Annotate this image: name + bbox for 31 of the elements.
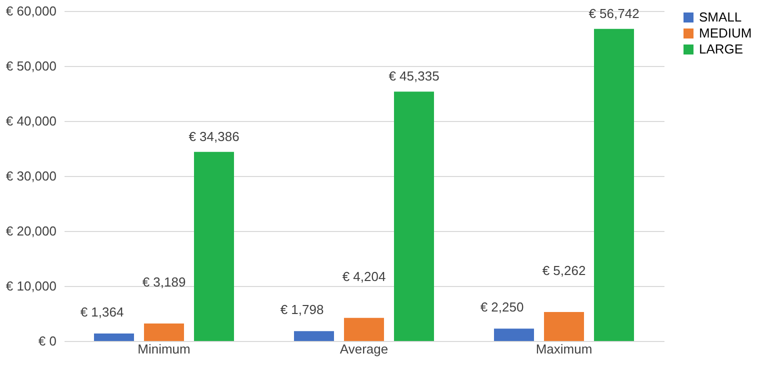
bar bbox=[544, 312, 584, 341]
data-label: € 3,189 bbox=[142, 274, 186, 290]
bar bbox=[344, 318, 384, 341]
bar bbox=[194, 152, 234, 341]
data-label: € 2,250 bbox=[480, 300, 524, 315]
y-tick-label: € 10,000 bbox=[6, 278, 56, 294]
bar bbox=[294, 331, 334, 341]
y-tick-label: € 40,000 bbox=[6, 114, 56, 128]
bar bbox=[594, 28, 634, 341]
bar bbox=[494, 328, 534, 341]
data-label: € 4,204 bbox=[342, 268, 386, 284]
x-tick-label: Average bbox=[340, 342, 388, 356]
x-tick-label: Maximum bbox=[536, 342, 592, 356]
y-tick-label: € 20,000 bbox=[6, 224, 56, 238]
data-label: € 1,364 bbox=[80, 304, 124, 320]
data-label: € 5,262 bbox=[542, 263, 586, 278]
data-label: € 1,798 bbox=[280, 302, 324, 318]
x-tick-label: Minimum bbox=[138, 342, 190, 356]
bar bbox=[144, 323, 184, 341]
legend-label: SMALL bbox=[699, 10, 742, 24]
data-label: € 45,335 bbox=[388, 68, 440, 84]
data-label: € 34,386 bbox=[188, 128, 240, 144]
legend-label: MEDIUM bbox=[699, 26, 752, 40]
y-tick-label: € 60,000 bbox=[6, 4, 56, 18]
y-tick-label: € 0 bbox=[38, 334, 56, 348]
y-tick-label: € 50,000 bbox=[6, 58, 56, 74]
y-tick-label: € 30,000 bbox=[6, 168, 56, 184]
bar bbox=[394, 92, 434, 341]
data-label: € 56,742 bbox=[588, 6, 640, 21]
bar bbox=[94, 334, 134, 341]
legend-label: LARGE bbox=[699, 42, 744, 56]
